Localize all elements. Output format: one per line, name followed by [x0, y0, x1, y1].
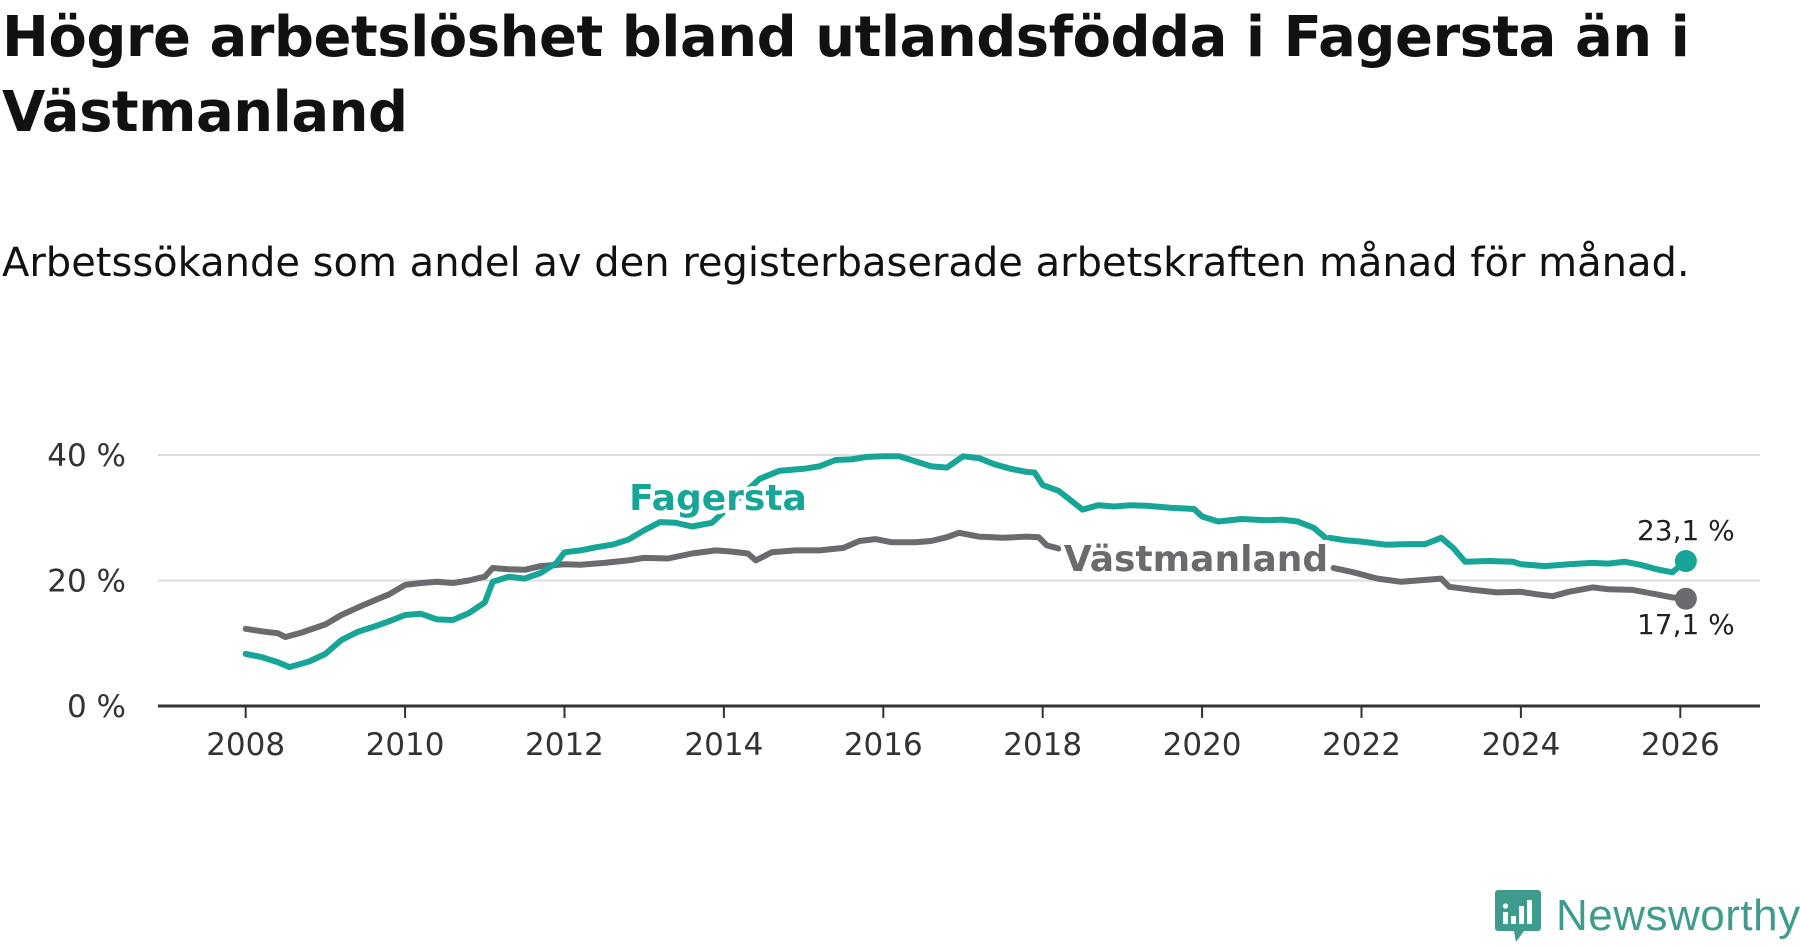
end-label-vastmanland: 17,1 % [1637, 608, 1735, 641]
fagersta-line-segment-2 [1326, 534, 1689, 576]
chart-title: Högre arbetslöshet bland utlandsfödda i … [2, 5, 1690, 145]
series-label-vastmanland: Västmanland [1064, 539, 1328, 580]
x-tick-label: 2026 [1641, 727, 1720, 763]
y-tick-label: 0 % [67, 689, 126, 725]
vastmanland-end-point [1674, 587, 1697, 610]
y-tick-label: 20 % [47, 564, 126, 600]
end-label-fagersta: 23,1 % [1637, 514, 1735, 547]
series-labels: Fagersta Västmanland 23,1 % 17,1 % [625, 474, 1735, 641]
series-group [242, 453, 1697, 671]
x-tick-label: 2014 [684, 727, 763, 763]
newsworthy-logo-icon [1495, 890, 1541, 942]
vastmanland-line-segment-2 [1330, 565, 1689, 602]
chart-subtitle: Arbetssökande som andel av den registerb… [2, 240, 1690, 286]
x-tick-label: 2022 [1322, 727, 1401, 763]
series-label-fagersta: Fagersta [629, 478, 807, 519]
x-tick-label: 2024 [1481, 727, 1560, 763]
x-tick-label: 2018 [1003, 727, 1082, 763]
x-tick-label: 2012 [525, 727, 604, 763]
vastmanland-line-segment-1 [242, 529, 1062, 640]
x-tick-label: 2008 [206, 727, 285, 763]
x-tick-label: 2020 [1163, 727, 1242, 763]
y-tick-label: 40 % [47, 438, 126, 474]
x-axis: 2008 2010 2012 2014 2016 2018 2020 2022 2024 2026 [158, 704, 1760, 763]
fagersta-line-segment-1 [242, 453, 1329, 671]
y-axis: 0 % 20 % 40 % [47, 438, 126, 725]
newsworthy-brand[interactable]: Newsworthy [1494, 886, 1800, 946]
fagersta-end-point [1674, 550, 1697, 573]
x-tick-label: 2010 [366, 727, 445, 763]
brand-name: Newsworthy [1556, 891, 1800, 940]
x-tick-label: 2016 [844, 727, 923, 763]
